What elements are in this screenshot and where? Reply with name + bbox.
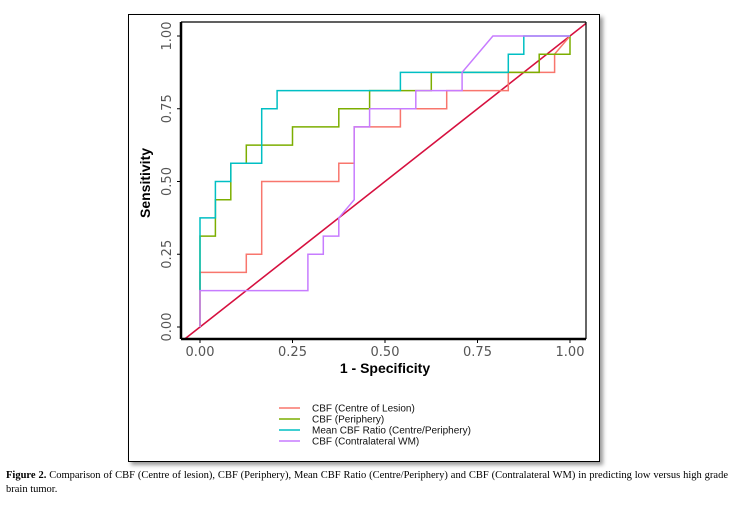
legend-label-2: Mean CBF Ratio (Centre/Periphery) <box>312 426 471 437</box>
legend-label-1: CBF (Periphery) <box>312 415 384 426</box>
x-tick-label: 0.25 <box>278 345 307 360</box>
figure-caption: Figure 2. Comparison of CBF (Centre of l… <box>6 469 728 497</box>
x-tick-label: 0.50 <box>371 345 400 360</box>
legend-label-3: CBF (Contralateral WM) <box>312 437 419 448</box>
roc-curve-3 <box>199 35 570 327</box>
y-tick-label: 1.00 <box>160 22 175 51</box>
caption-label: Figure 2. <box>6 470 47 481</box>
roc-chart: 0.00 0.25 0.50 0.75 1.00 0.00 0.25 0.50 0.75 1.00… <box>137 21 587 448</box>
figure-frame: 0.00 0.25 0.50 0.75 1.00 0.00 0.25 0.50 0.75 1.00… <box>128 14 600 462</box>
x-tick-label: 0.75 <box>463 345 492 360</box>
roc-curve-2 <box>199 35 570 291</box>
x-tick-label: 1.00 <box>556 345 585 360</box>
y-tick-label: 0.50 <box>160 167 175 196</box>
y-tick-label: 0.75 <box>160 94 175 123</box>
series-layer <box>199 35 571 327</box>
legend: CBF (Centre of Lesion)CBF (Periphery)Mea… <box>279 404 471 448</box>
plot-area <box>181 22 586 339</box>
x-tick-label: 0.00 <box>186 345 215 360</box>
roc-curve-1 <box>199 36 571 327</box>
reference-diagonal-line <box>183 22 586 339</box>
y-tick-label: 0.00 <box>160 313 175 342</box>
x-axis-title: 1 - Specificity <box>340 360 430 376</box>
panel-background <box>181 22 586 339</box>
y-axis-title: Sensitivity <box>137 148 153 218</box>
reference-line-layer <box>183 22 586 339</box>
caption-text: Comparison of CBF (Centre of lesion), CB… <box>6 470 728 495</box>
axes-layer: 0.00 0.25 0.50 0.75 1.00 0.00 0.25 0.50 0.75 1.00 <box>160 21 587 360</box>
legend-label-0: CBF (Centre of Lesion) <box>312 404 415 415</box>
y-tick-label: 0.25 <box>160 240 175 269</box>
